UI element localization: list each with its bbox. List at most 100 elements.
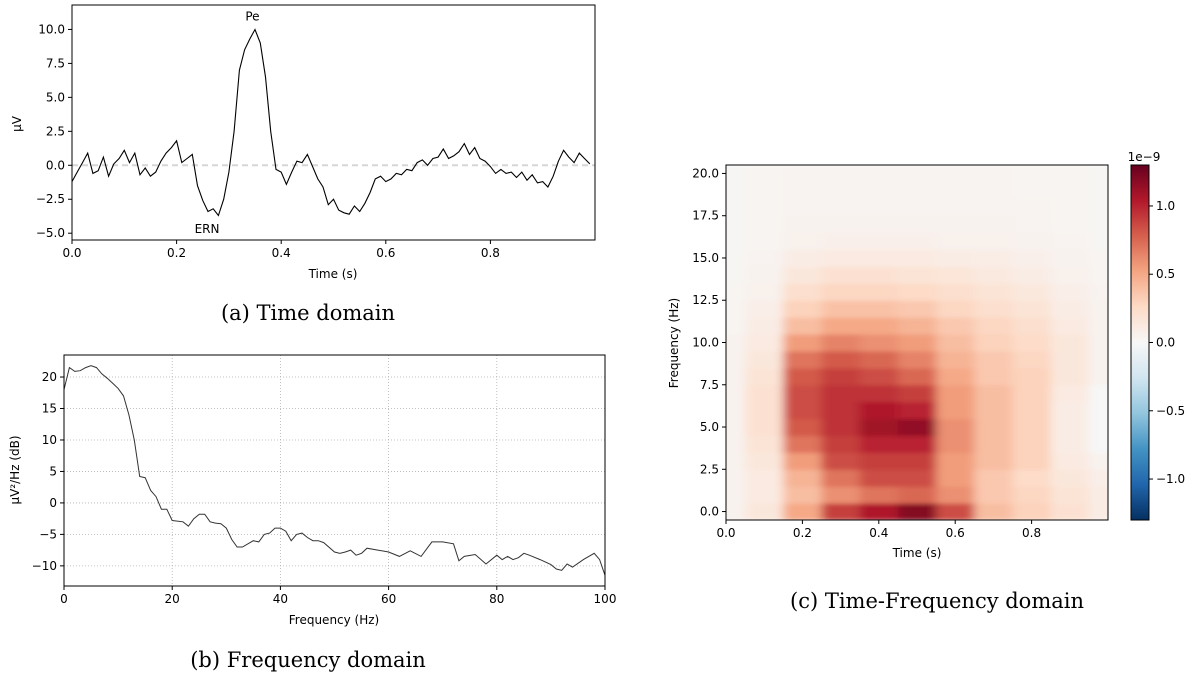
heatmap-cell <box>783 435 823 453</box>
heatmap-cell <box>974 198 1014 217</box>
tf-x-tick-label: 0.8 <box>1022 526 1041 540</box>
heatmap-cell <box>936 232 975 251</box>
heatmap-cell <box>974 165 1014 183</box>
heatmap-cell <box>859 334 899 352</box>
heatmap-cell <box>1050 351 1090 369</box>
heatmap-cell <box>821 486 861 504</box>
heatmap-cell <box>936 283 975 301</box>
tf-x-tick-label: 0.4 <box>869 526 888 540</box>
heatmap-cell <box>1050 384 1090 403</box>
heatmap-cell <box>897 249 937 267</box>
heatmap-cell <box>936 418 975 437</box>
heatmap-cell <box>859 165 899 183</box>
heatmap-cell <box>726 165 746 183</box>
1-y-tick-label: 10 <box>42 433 57 447</box>
heatmap-cell <box>726 384 746 403</box>
heatmap-cell <box>1012 300 1052 318</box>
heatmap-cell <box>1088 384 1108 403</box>
tf-x-tick-label: 0.6 <box>946 526 965 540</box>
heatmap-cell <box>745 249 784 267</box>
frequency-domain-plot-frame <box>63 354 606 587</box>
0-x-tick-label: 0.0 <box>62 246 81 260</box>
heatmap-cell <box>745 469 784 487</box>
heatmap-cell <box>821 401 861 420</box>
heatmap-cell <box>726 181 746 200</box>
1-y-tick-label: 0 <box>49 496 57 510</box>
heatmap-cell <box>897 367 937 386</box>
heatmap-cell <box>821 469 861 487</box>
heatmap-cell <box>1012 334 1052 352</box>
heatmap-cell <box>726 300 746 318</box>
heatmap-cell <box>1012 401 1052 420</box>
tf-y-tick-label: 15.0 <box>692 251 719 265</box>
0-y-tick-label: 2.5 <box>46 124 65 138</box>
heatmap-cell <box>1088 300 1108 318</box>
heatmap-cell <box>974 249 1014 267</box>
time-domain-ticks: 0.0 0.2 0.4 0.6 0.8 −5.0 −2.5 0.0 2.5 5.0 7.5 10.0 <box>36 22 500 260</box>
1-y-tick-label: −5 <box>39 527 57 541</box>
heatmap-cell <box>726 283 746 301</box>
frequency-domain-caption: (b) Frequency domain <box>190 648 426 672</box>
time-frequency-x-axis-label: Time (s) <box>892 546 942 560</box>
heatmap-cell <box>974 503 1014 520</box>
heatmap-cell <box>745 215 784 234</box>
heatmap-cell <box>1012 165 1052 183</box>
heatmap-cell <box>897 334 937 352</box>
heatmap-cell <box>1012 181 1052 200</box>
heatmap-cell <box>1088 351 1108 369</box>
heatmap-cell <box>897 503 937 520</box>
heatmap-cell <box>726 198 746 217</box>
heatmap-cell <box>726 334 746 352</box>
heatmap-cell <box>897 452 937 470</box>
tf-y-tick-label: 17.5 <box>692 209 719 223</box>
heatmap-cell <box>745 351 784 369</box>
heatmap-cell <box>897 266 937 284</box>
heatmap-cell <box>783 367 823 386</box>
heatmap-cell <box>936 181 975 200</box>
heatmap-cell <box>821 249 861 267</box>
heatmap-cell <box>859 503 899 520</box>
colorbar-tick-label: −1.0 <box>1156 472 1185 486</box>
heatmap-cell <box>859 452 899 470</box>
heatmap-cell <box>821 215 861 234</box>
1-y-tick-label: 5 <box>49 464 57 478</box>
heatmap-cell <box>897 469 937 487</box>
heatmap-cell <box>897 486 937 504</box>
heatmap-cell <box>897 384 937 403</box>
0-x-tick-label: 0.2 <box>167 246 186 260</box>
heatmap-cell <box>821 367 861 386</box>
1-x-tick-label: 40 <box>273 592 288 606</box>
heatmap-cell <box>726 317 746 335</box>
heatmap-cell <box>974 469 1014 487</box>
heatmap-cell <box>859 384 899 403</box>
frequency-domain-y-axis-label: µV²/Hz (dB) <box>8 435 22 504</box>
colorbar-ticks: −1.0 −0.5 0.0 0.5 1.0 <box>1149 199 1185 486</box>
heatmap-cell <box>726 367 746 386</box>
heatmap-cell <box>974 367 1014 386</box>
heatmap-cell <box>821 418 861 437</box>
heatmap-cell <box>1012 249 1052 267</box>
heatmap-cell <box>859 317 899 335</box>
heatmap-cell <box>745 401 784 420</box>
heatmap-cell <box>897 300 937 318</box>
heatmap-cell <box>936 249 975 267</box>
heatmap-cell <box>1050 418 1090 437</box>
heatmap-cell <box>859 351 899 369</box>
heatmap-cell <box>1088 418 1108 437</box>
heatmap-cell <box>1050 300 1090 318</box>
heatmap-cell <box>726 486 746 504</box>
heatmap-cell <box>859 300 899 318</box>
heatmap-cell <box>1012 232 1052 251</box>
heatmap-cell <box>859 232 899 251</box>
1-x-tick-label: 0 <box>60 592 68 606</box>
heatmap-cell <box>745 232 784 251</box>
heatmap-cell <box>821 198 861 217</box>
heatmap-cell <box>783 283 823 301</box>
heatmap-cell <box>1012 317 1052 335</box>
heatmap-cell <box>1050 486 1090 504</box>
heatmap-cell <box>974 452 1014 470</box>
tf-y-tick-label: 0.0 <box>700 505 719 519</box>
heatmap-cell <box>936 198 975 217</box>
heatmap-cell <box>821 300 861 318</box>
0-y-tick-label: 10.0 <box>38 22 65 36</box>
